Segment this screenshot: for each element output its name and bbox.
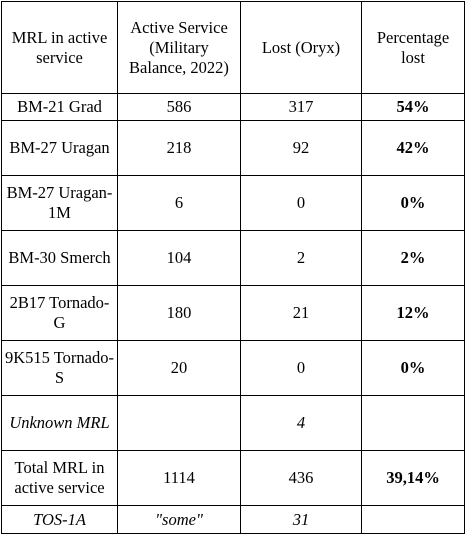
- row-active: 586: [117, 93, 241, 121]
- table-row: BM-27 Uragan 218 92 42%: [1, 120, 465, 176]
- row-active: 180: [117, 285, 241, 341]
- row-lost: 317: [240, 93, 362, 121]
- row-name: 2B17 Tornado-G: [1, 285, 118, 341]
- row-name: Total MRL in active service: [1, 450, 118, 506]
- row-name: TOS-1A: [1, 505, 118, 534]
- table-header-row: MRL in active service Active Service (Mi…: [1, 1, 465, 94]
- row-name: 9K515 Tornado-S: [1, 340, 118, 396]
- row-active: 6: [117, 175, 241, 231]
- header-active-service: Active Service (Military Balance, 2022): [117, 1, 241, 94]
- row-name: BM-21 Grad: [1, 93, 118, 121]
- row-active: 104: [117, 230, 241, 286]
- header-mrl-in-active-service: MRL in active service: [1, 1, 118, 94]
- row-percentage: 0%: [361, 175, 465, 231]
- row-percentage: 54%: [361, 93, 465, 121]
- table-row: BM-30 Smerch 104 2 2%: [1, 230, 465, 286]
- row-name: Unknown MRL: [1, 395, 118, 451]
- row-name: BM-30 Smerch: [1, 230, 118, 286]
- row-percentage: 39,14%: [361, 450, 465, 506]
- table-row: Unknown MRL 4: [1, 395, 465, 451]
- row-percentage: [361, 505, 465, 534]
- row-lost: 2: [240, 230, 362, 286]
- row-lost: 31: [240, 505, 362, 534]
- table-row: TOS-1A "some" 31: [1, 505, 465, 534]
- row-lost: 436: [240, 450, 362, 506]
- row-percentage: 42%: [361, 120, 465, 176]
- table-row: 9K515 Tornado-S 20 0 0%: [1, 340, 465, 396]
- table-row: 2B17 Tornado-G 180 21 12%: [1, 285, 465, 341]
- row-percentage: 12%: [361, 285, 465, 341]
- row-lost: 0: [240, 175, 362, 231]
- row-active: "some": [117, 505, 241, 534]
- row-percentage: [361, 395, 465, 451]
- header-lost: Lost (Oryx): [240, 1, 362, 94]
- table-row: BM-27 Uragan-1M 6 0 0%: [1, 175, 465, 231]
- row-percentage: 2%: [361, 230, 465, 286]
- row-active: 218: [117, 120, 241, 176]
- table-row-total: Total MRL in active service 1114 436 39,…: [1, 450, 465, 506]
- header-percentage-lost: Percentage lost: [361, 1, 465, 94]
- row-lost: 21: [240, 285, 362, 341]
- row-lost: 92: [240, 120, 362, 176]
- table-row: BM-21 Grad 586 317 54%: [1, 93, 465, 121]
- row-name: BM-27 Uragan: [1, 120, 118, 176]
- row-active: [117, 395, 241, 451]
- row-active: 20: [117, 340, 241, 396]
- row-active: 1114: [117, 450, 241, 506]
- row-name: BM-27 Uragan-1M: [1, 175, 118, 231]
- row-lost: 4: [240, 395, 362, 451]
- row-percentage: 0%: [361, 340, 465, 396]
- row-lost: 0: [240, 340, 362, 396]
